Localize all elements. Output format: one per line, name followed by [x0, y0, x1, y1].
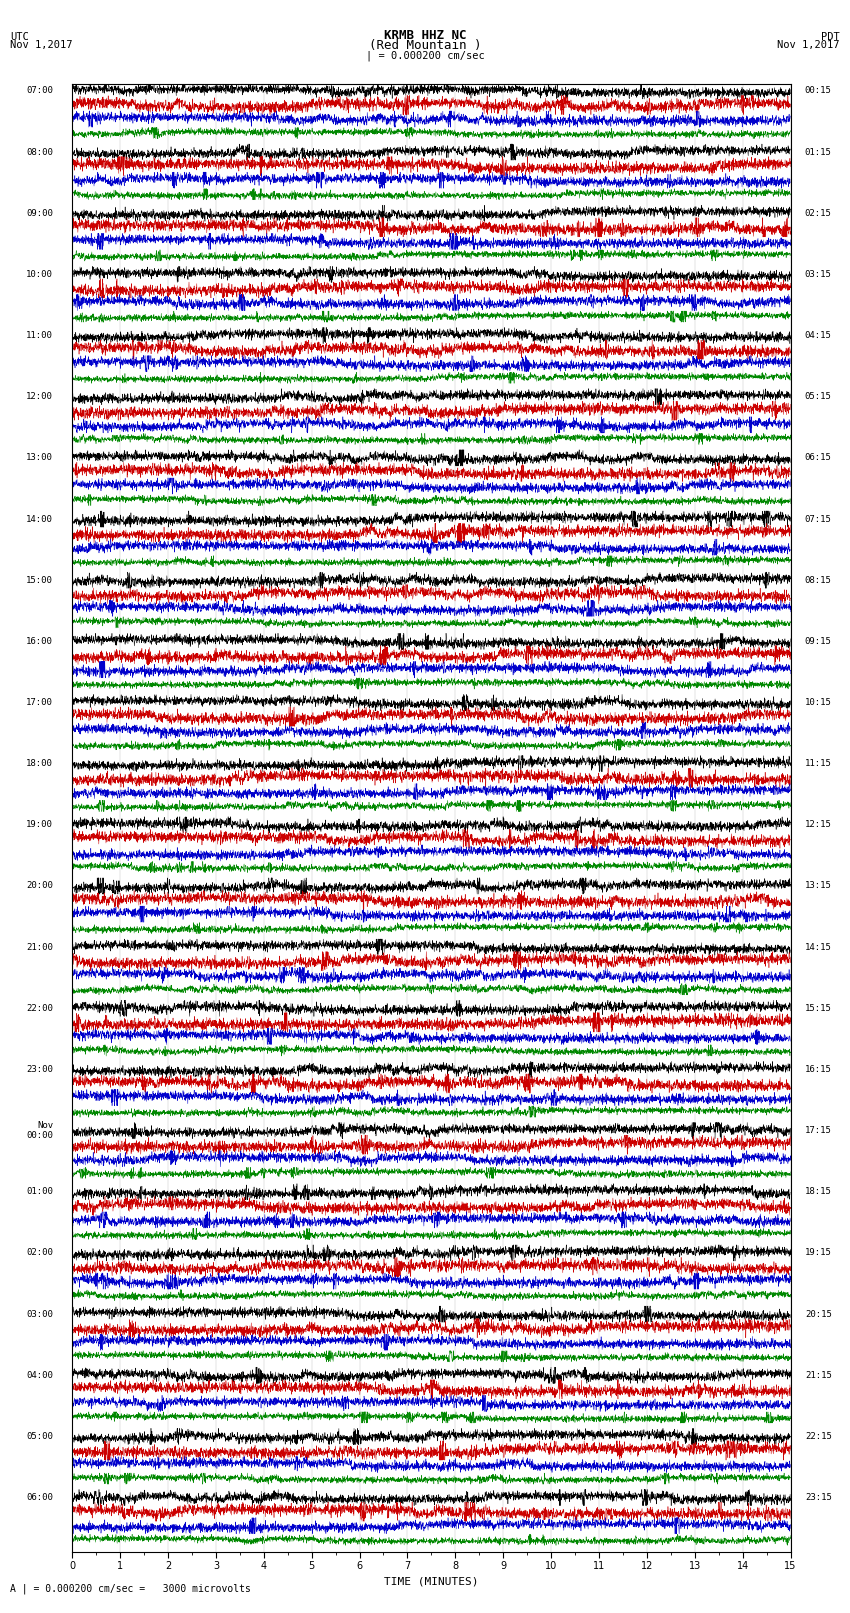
Text: 14:15: 14:15: [805, 942, 832, 952]
Text: 13:15: 13:15: [805, 881, 832, 890]
Text: 05:00: 05:00: [26, 1432, 53, 1440]
Text: 11:15: 11:15: [805, 760, 832, 768]
Text: 22:15: 22:15: [805, 1432, 832, 1440]
Text: 10:00: 10:00: [26, 269, 53, 279]
Text: 15:15: 15:15: [805, 1003, 832, 1013]
Text: 03:15: 03:15: [805, 269, 832, 279]
Text: 23:00: 23:00: [26, 1065, 53, 1074]
Text: 07:00: 07:00: [26, 87, 53, 95]
Text: 20:15: 20:15: [805, 1310, 832, 1318]
Text: 08:15: 08:15: [805, 576, 832, 584]
Text: 01:15: 01:15: [805, 147, 832, 156]
Text: 09:00: 09:00: [26, 208, 53, 218]
Text: 05:15: 05:15: [805, 392, 832, 402]
Text: 07:15: 07:15: [805, 515, 832, 524]
Text: Nov
00:00: Nov 00:00: [26, 1121, 53, 1140]
Text: 04:00: 04:00: [26, 1371, 53, 1379]
Text: Nov 1,2017: Nov 1,2017: [10, 40, 73, 50]
Text: 13:00: 13:00: [26, 453, 53, 463]
Text: 22:00: 22:00: [26, 1003, 53, 1013]
Text: 02:15: 02:15: [805, 208, 832, 218]
Text: 16:15: 16:15: [805, 1065, 832, 1074]
Text: 04:15: 04:15: [805, 331, 832, 340]
Text: 12:15: 12:15: [805, 821, 832, 829]
Text: 23:15: 23:15: [805, 1494, 832, 1502]
Text: 18:15: 18:15: [805, 1187, 832, 1197]
Text: | = 0.000200 cm/sec: | = 0.000200 cm/sec: [366, 50, 484, 61]
Text: 00:15: 00:15: [805, 87, 832, 95]
X-axis label: TIME (MINUTES): TIME (MINUTES): [384, 1578, 479, 1587]
Text: 15:00: 15:00: [26, 576, 53, 584]
Text: 17:00: 17:00: [26, 698, 53, 706]
Text: 14:00: 14:00: [26, 515, 53, 524]
Text: 02:00: 02:00: [26, 1248, 53, 1258]
Text: 06:00: 06:00: [26, 1494, 53, 1502]
Text: A | = 0.000200 cm/sec =   3000 microvolts: A | = 0.000200 cm/sec = 3000 microvolts: [10, 1582, 251, 1594]
Text: 03:00: 03:00: [26, 1310, 53, 1318]
Text: Nov 1,2017: Nov 1,2017: [777, 40, 840, 50]
Text: 09:15: 09:15: [805, 637, 832, 645]
Text: PDT: PDT: [821, 32, 840, 42]
Text: 20:00: 20:00: [26, 881, 53, 890]
Text: 12:00: 12:00: [26, 392, 53, 402]
Text: 16:00: 16:00: [26, 637, 53, 645]
Text: 11:00: 11:00: [26, 331, 53, 340]
Text: 18:00: 18:00: [26, 760, 53, 768]
Text: KRMB HHZ NC: KRMB HHZ NC: [383, 29, 467, 42]
Text: 21:15: 21:15: [805, 1371, 832, 1379]
Text: (Red Mountain ): (Red Mountain ): [369, 39, 481, 52]
Text: 01:00: 01:00: [26, 1187, 53, 1197]
Text: UTC: UTC: [10, 32, 29, 42]
Text: 06:15: 06:15: [805, 453, 832, 463]
Text: 17:15: 17:15: [805, 1126, 832, 1136]
Text: 21:00: 21:00: [26, 942, 53, 952]
Text: 10:15: 10:15: [805, 698, 832, 706]
Text: 08:00: 08:00: [26, 147, 53, 156]
Text: 19:15: 19:15: [805, 1248, 832, 1258]
Text: 19:00: 19:00: [26, 821, 53, 829]
